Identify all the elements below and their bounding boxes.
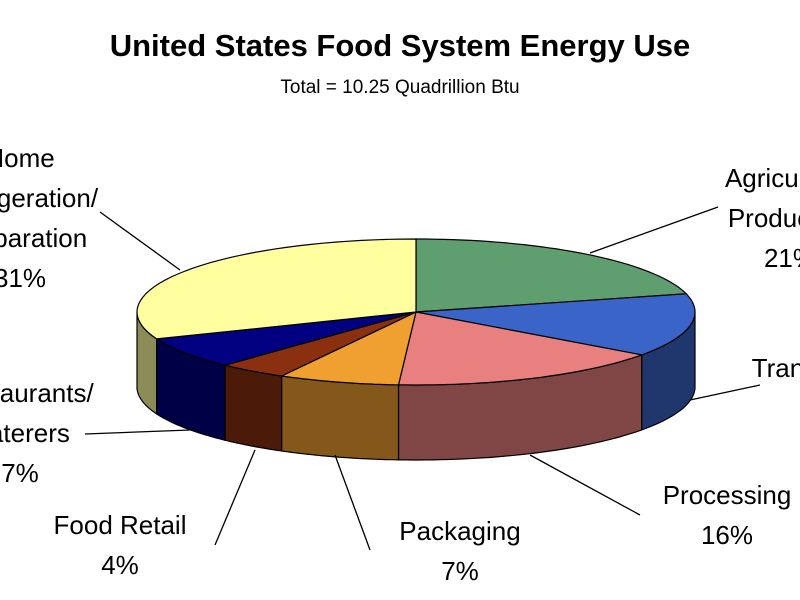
slice xyxy=(397,311,644,386)
leader-line xyxy=(99,211,181,271)
slice xyxy=(136,238,417,340)
slice xyxy=(415,238,688,313)
chart-subtitle: Total = 10.25 Quadrillion Btu xyxy=(280,77,519,98)
slice-label: Restaurants/ xyxy=(0,378,94,408)
leader-line xyxy=(334,454,371,551)
leader-line xyxy=(689,384,761,401)
slice-label: Food Retail xyxy=(54,510,187,540)
slice-side xyxy=(224,364,283,452)
value-label: 21% xyxy=(764,243,800,273)
chart-title: United States Food System Energy Use xyxy=(110,28,691,63)
value-label: 4% xyxy=(101,550,139,580)
slice xyxy=(415,293,696,356)
slice-label: Preparation xyxy=(0,223,87,253)
slice xyxy=(224,311,417,377)
leader-line xyxy=(214,449,256,546)
slice-side xyxy=(281,375,400,461)
value-label: 31% xyxy=(0,263,46,293)
value-label: 7% xyxy=(1,458,39,488)
value-label: 16% xyxy=(701,520,753,550)
slice-label: Refrigeration/ xyxy=(0,183,99,213)
leader-line xyxy=(529,454,641,516)
slice xyxy=(279,310,417,386)
slice-label: Home xyxy=(0,143,55,173)
slice-label: Packaging xyxy=(399,516,520,546)
slice-label: Processing xyxy=(663,480,792,510)
leader-line xyxy=(84,429,191,435)
slice-label: Caterers xyxy=(0,418,70,448)
slice-label: Transportation xyxy=(752,353,800,383)
slice xyxy=(154,311,417,366)
slice-label: Production xyxy=(728,203,800,233)
slice-label: Agricultural xyxy=(725,163,800,193)
leader-line xyxy=(589,206,719,254)
value-label: 7% xyxy=(441,556,479,586)
